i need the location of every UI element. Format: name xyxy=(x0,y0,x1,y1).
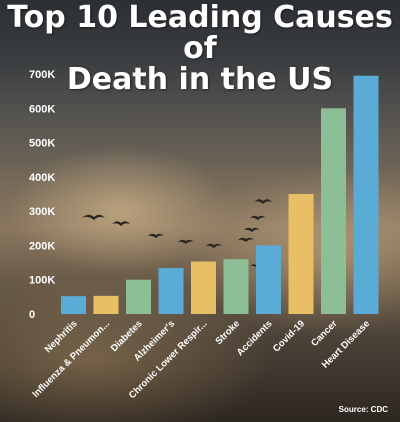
y-tick-label: 400K xyxy=(29,172,55,184)
bird-icon xyxy=(82,214,105,220)
bird-silhouettes xyxy=(82,199,272,267)
y-tick-label: 0 xyxy=(29,309,35,321)
bird-icon xyxy=(238,237,254,242)
bird-icon xyxy=(178,239,194,244)
chart-title: Top 10 Leading Causes of Death in the US xyxy=(0,2,400,95)
bird-icon xyxy=(244,227,260,232)
bird-icon xyxy=(250,215,266,220)
x-tick-label: Stroke xyxy=(213,318,242,347)
bar xyxy=(191,261,216,314)
bird-icon xyxy=(206,243,222,248)
source-note: Source: CDC xyxy=(338,405,388,414)
chart-title-line-1: Top 10 Leading Causes of xyxy=(7,0,393,66)
x-tick-label: Accidents xyxy=(235,318,275,358)
y-tick-label: 600K xyxy=(29,103,55,115)
bird-icon xyxy=(254,199,272,204)
bar xyxy=(158,268,184,314)
bars xyxy=(61,75,379,315)
chart-title-line-2: Death in the US xyxy=(66,62,334,97)
bar xyxy=(223,259,249,314)
bar xyxy=(126,279,151,314)
bar xyxy=(93,295,119,314)
bar xyxy=(61,296,86,314)
bar xyxy=(288,194,314,314)
y-axis: 0 100K 200K 300K 400K 500K 600K 700K xyxy=(29,69,55,321)
x-tick-label: Covid-19 xyxy=(271,318,307,354)
y-tick-label: 700K xyxy=(29,69,55,81)
x-tick-label: Cancer xyxy=(309,318,340,349)
bar xyxy=(256,245,281,314)
y-tick-label: 300K xyxy=(29,206,55,218)
bird-icon xyxy=(148,233,164,238)
y-tick-label: 500K xyxy=(29,138,55,150)
y-tick-label: 200K xyxy=(29,240,55,252)
y-tick-label: 100K xyxy=(29,275,55,287)
bar xyxy=(321,108,346,315)
bar xyxy=(353,75,379,314)
bird-icon xyxy=(112,221,130,226)
